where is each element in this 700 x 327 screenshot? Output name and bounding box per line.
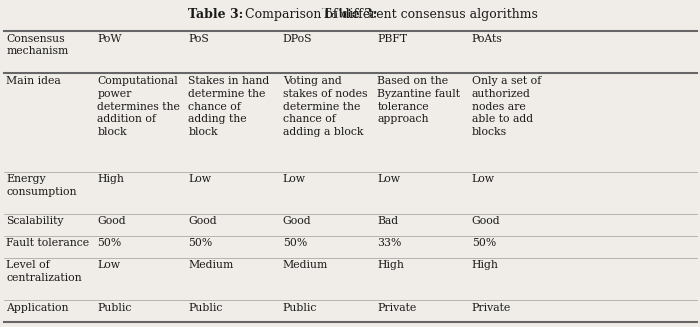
Text: PoW: PoW bbox=[97, 34, 122, 44]
Text: Public: Public bbox=[283, 303, 317, 313]
Text: PoAts: PoAts bbox=[472, 34, 503, 44]
Text: Low: Low bbox=[283, 174, 306, 184]
Text: Public: Public bbox=[97, 303, 132, 313]
Text: Only a set of
authorized
nodes are
able to add
blocks: Only a set of authorized nodes are able … bbox=[472, 76, 541, 137]
Text: Stakes in hand
determine the
chance of
adding the
block: Stakes in hand determine the chance of a… bbox=[188, 76, 270, 137]
Text: Comparison of different consensus algorithms: Comparison of different consensus algori… bbox=[237, 8, 538, 21]
Text: 50%: 50% bbox=[188, 238, 213, 249]
Text: Good: Good bbox=[283, 216, 312, 226]
Text: Low: Low bbox=[188, 174, 211, 184]
Text: Medium: Medium bbox=[188, 260, 234, 270]
Text: Energy
consumption: Energy consumption bbox=[6, 174, 77, 197]
Text: Private: Private bbox=[377, 303, 416, 313]
Text: Table 3:: Table 3: bbox=[323, 8, 377, 21]
Text: Good: Good bbox=[472, 216, 500, 226]
Text: Voting and
stakes of nodes
determine the
chance of
adding a block: Voting and stakes of nodes determine the… bbox=[283, 76, 368, 137]
Text: Table 3:  Comparison of different consensus algorithms: Table 3: Comparison of different consens… bbox=[174, 8, 526, 21]
Text: Public: Public bbox=[188, 303, 223, 313]
Text: Fault tolerance: Fault tolerance bbox=[6, 238, 90, 249]
Text: Good: Good bbox=[188, 216, 217, 226]
Text: 33%: 33% bbox=[377, 238, 402, 249]
Text: Low: Low bbox=[472, 174, 495, 184]
Text: Level of
centralization: Level of centralization bbox=[6, 260, 82, 283]
Text: Computational
power
determines the
addition of
block: Computational power determines the addit… bbox=[97, 76, 180, 137]
Text: Based on the
Byzantine fault
tolerance
approach: Based on the Byzantine fault tolerance a… bbox=[377, 76, 461, 124]
Text: 50%: 50% bbox=[97, 238, 122, 249]
Text: Consensus
mechanism: Consensus mechanism bbox=[6, 34, 69, 57]
Text: Table 3:: Table 3: bbox=[188, 8, 243, 21]
Text: Good: Good bbox=[97, 216, 126, 226]
Text: Scalability: Scalability bbox=[6, 216, 64, 226]
Text: Private: Private bbox=[472, 303, 511, 313]
Text: PBFT: PBFT bbox=[377, 34, 407, 44]
Text: High: High bbox=[97, 174, 124, 184]
Text: High: High bbox=[377, 260, 404, 270]
Text: Application: Application bbox=[6, 303, 69, 313]
Text: Low: Low bbox=[377, 174, 400, 184]
Text: DPoS: DPoS bbox=[283, 34, 312, 44]
Text: PoS: PoS bbox=[188, 34, 209, 44]
Text: Medium: Medium bbox=[283, 260, 328, 270]
Text: High: High bbox=[472, 260, 498, 270]
Text: 50%: 50% bbox=[283, 238, 307, 249]
Text: 50%: 50% bbox=[472, 238, 496, 249]
Text: Low: Low bbox=[97, 260, 120, 270]
Text: Table 3:  Comparison of different consensus algorithms: Table 3: Comparison of different consens… bbox=[174, 8, 526, 21]
Text: Bad: Bad bbox=[377, 216, 398, 226]
Text: Main idea: Main idea bbox=[6, 76, 61, 86]
